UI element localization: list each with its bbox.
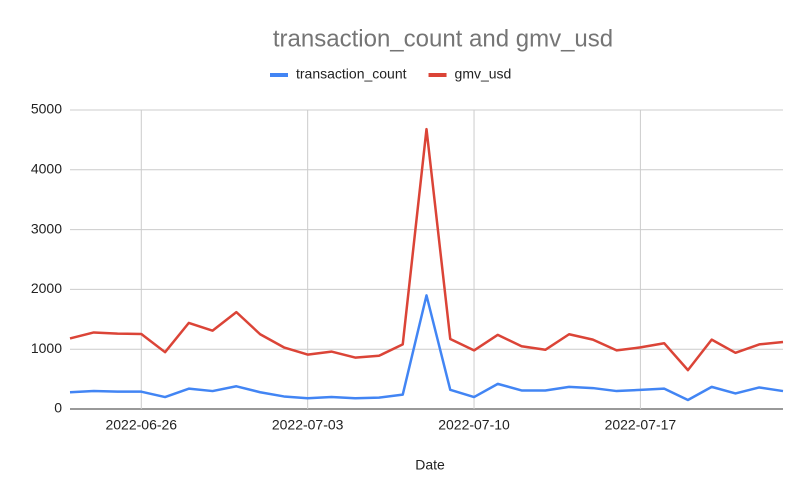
legend-label: transaction_count	[296, 66, 407, 82]
y-tick-label: 1000	[31, 340, 62, 356]
x-axis-label: Date	[415, 457, 445, 473]
x-tick-label: 2022-07-10	[438, 417, 510, 433]
series-line	[69, 294, 784, 402]
legend-label: gmv_usd	[455, 66, 512, 82]
y-tick-label: 4000	[31, 161, 62, 177]
y-tick-label: 3000	[31, 220, 62, 236]
y-tick-label: 5000	[31, 101, 62, 117]
y-tick-label: 2000	[31, 280, 62, 296]
x-tick-label: 2022-06-26	[105, 417, 177, 433]
series-line	[69, 127, 784, 372]
y-tick-label: 0	[54, 400, 62, 416]
chart-title: transaction_count and gmv_usd	[273, 25, 613, 52]
x-tick-label: 2022-07-17	[605, 417, 677, 433]
x-tick-label: 2022-07-03	[272, 417, 344, 433]
